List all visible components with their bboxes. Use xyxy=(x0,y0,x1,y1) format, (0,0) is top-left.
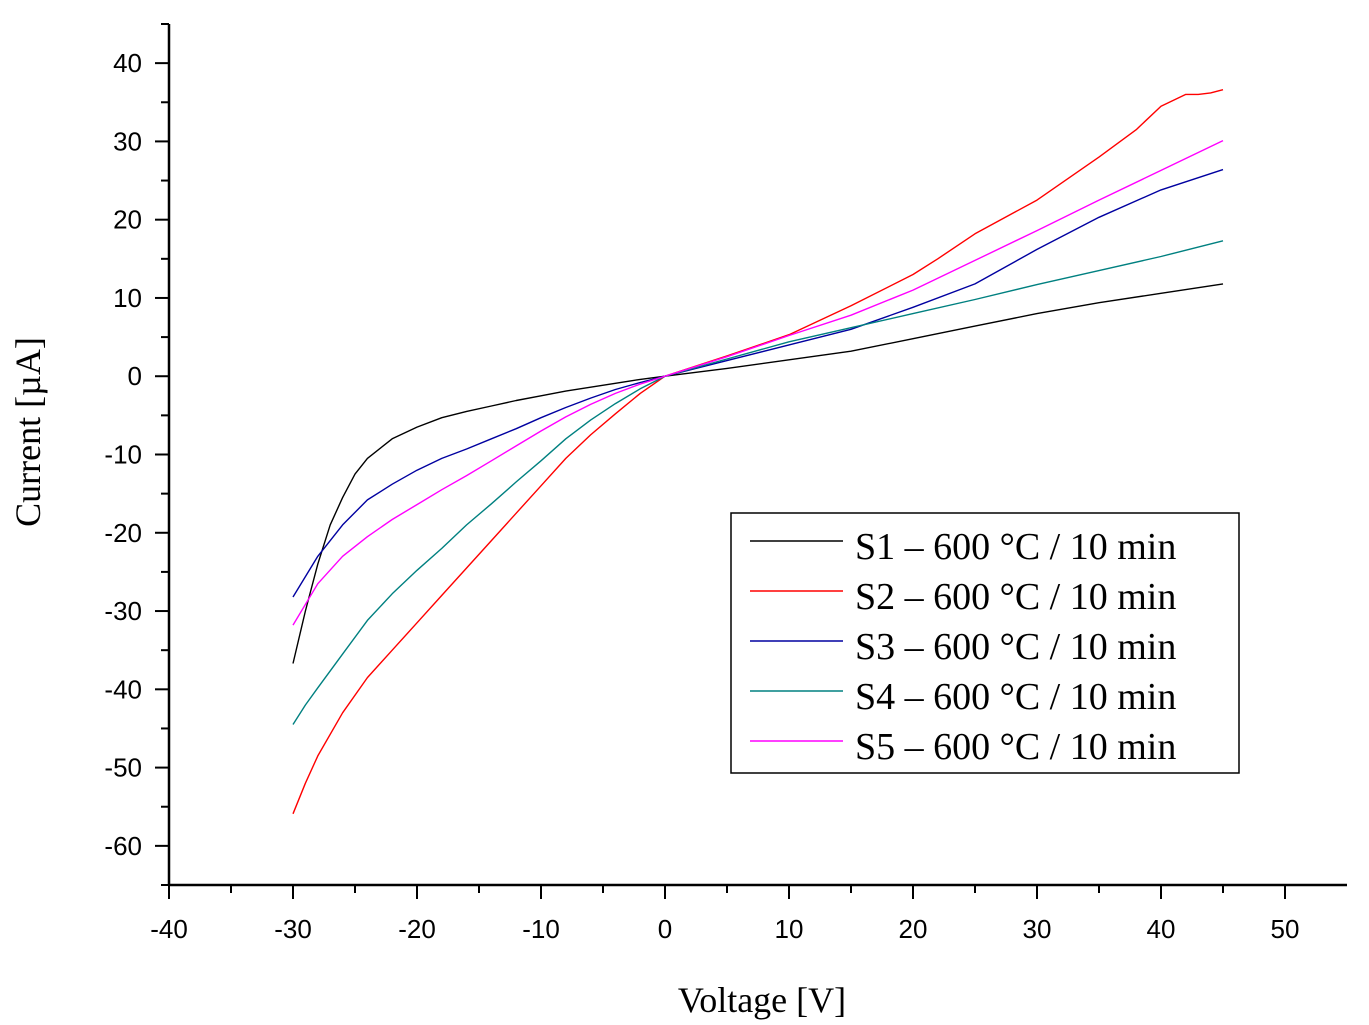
x-tick-label: 50 xyxy=(1271,914,1300,944)
y-tick-label: -30 xyxy=(104,596,142,626)
y-tick-label: -50 xyxy=(104,753,142,783)
y-tick-label: 20 xyxy=(113,205,142,235)
y-tick-label: -60 xyxy=(104,831,142,861)
x-axis-title: Voltage [V] xyxy=(678,980,846,1020)
series-line-3 xyxy=(292,168,1224,598)
series-line-5 xyxy=(292,139,1224,626)
legend: S1 – 600 °C / 10 min S2 – 600 °C / 10 min… xyxy=(730,512,1240,774)
x-tick-label: -10 xyxy=(522,914,560,944)
series-line-4 xyxy=(292,240,1224,725)
x-tick-label: -20 xyxy=(398,914,436,944)
series-layer xyxy=(292,89,1224,815)
legend-label-5: S5 – 600 °C / 10 min xyxy=(855,726,1176,768)
x-tick-label: 40 xyxy=(1147,914,1176,944)
y-tick-label: -10 xyxy=(104,440,142,470)
legend-box xyxy=(730,512,1240,774)
y-tick-label: 40 xyxy=(113,48,142,78)
y-tick-label: 10 xyxy=(113,283,142,313)
y-tick-label: -40 xyxy=(104,674,142,704)
x-tick-label: 10 xyxy=(775,914,804,944)
legend-label-1: S1 – 600 °C / 10 min xyxy=(855,526,1176,568)
y-tick-label: 30 xyxy=(113,126,142,156)
x-tick-label: 30 xyxy=(1023,914,1052,944)
legend-label-4: S4 – 600 °C / 10 min xyxy=(855,676,1176,718)
x-tick-label: -30 xyxy=(274,914,312,944)
x-tick-label: 20 xyxy=(899,914,928,944)
legend-label-3: S3 – 600 °C / 10 min xyxy=(855,626,1176,668)
legend-label-2: S2 – 600 °C / 10 min xyxy=(855,576,1176,618)
x-tick-label: 0 xyxy=(658,914,672,944)
series-line-1 xyxy=(292,283,1224,664)
y-tick-label: -20 xyxy=(104,518,142,548)
series-line-2 xyxy=(292,89,1224,815)
x-tick-label: -40 xyxy=(150,914,188,944)
axes: -40 -30 -20 -10 0 10 20 30 40 50 40 30 20 10 0 -10 -20 -3… xyxy=(104,23,1347,944)
y-axis-title: Current [µA] xyxy=(8,337,48,527)
y-tick-label: 0 xyxy=(128,361,142,391)
